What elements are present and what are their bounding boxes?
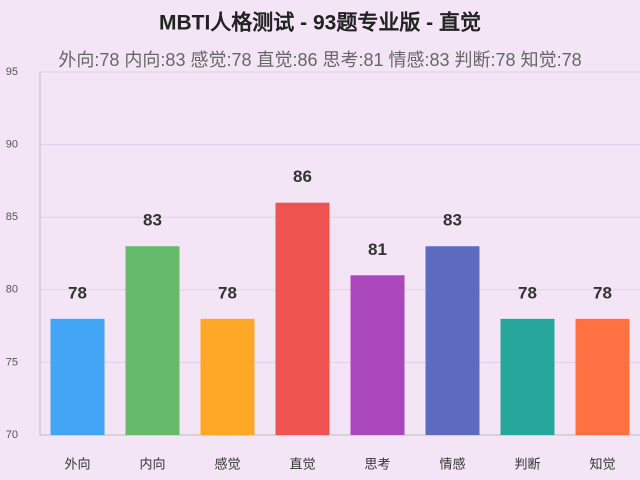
y-tick-label: 80 xyxy=(6,284,18,296)
bar xyxy=(275,202,330,435)
chart-title: MBTI人格测试 - 93题专业版 - 直觉 xyxy=(159,11,481,35)
value-label: 83 xyxy=(143,211,162,230)
value-label: 78 xyxy=(593,283,612,302)
bar xyxy=(50,318,105,435)
bar xyxy=(575,318,630,435)
value-label: 86 xyxy=(293,167,312,186)
x-tick-label: 感觉 xyxy=(214,456,240,471)
bar xyxy=(500,318,555,435)
x-tick-label: 知觉 xyxy=(589,456,615,471)
x-tick-label: 情感 xyxy=(439,456,465,471)
x-tick-label: 判断 xyxy=(514,456,540,471)
y-tick-label: 70 xyxy=(6,429,18,441)
x-tick-label: 内向 xyxy=(139,456,165,471)
y-tick-label: 85 xyxy=(6,211,18,223)
bar xyxy=(425,246,480,435)
x-tick-label: 思考 xyxy=(364,456,390,471)
value-label: 81 xyxy=(368,240,387,259)
bar xyxy=(125,246,180,435)
x-tick-label: 直觉 xyxy=(289,456,315,471)
y-tick-label: 75 xyxy=(6,356,18,368)
value-label: 83 xyxy=(443,211,462,230)
y-tick-label: 90 xyxy=(6,139,18,151)
bar xyxy=(200,318,255,435)
x-tick-label: 外向 xyxy=(64,456,90,471)
chart-subtitle: 外向:78 内向:83 感觉:78 直觉:86 思考:81 情感:83 判断:7… xyxy=(58,50,581,70)
bar xyxy=(350,275,405,435)
value-label: 78 xyxy=(218,283,237,302)
y-tick-label: 95 xyxy=(6,66,18,78)
value-label: 78 xyxy=(68,283,87,302)
value-label: 78 xyxy=(518,283,537,302)
